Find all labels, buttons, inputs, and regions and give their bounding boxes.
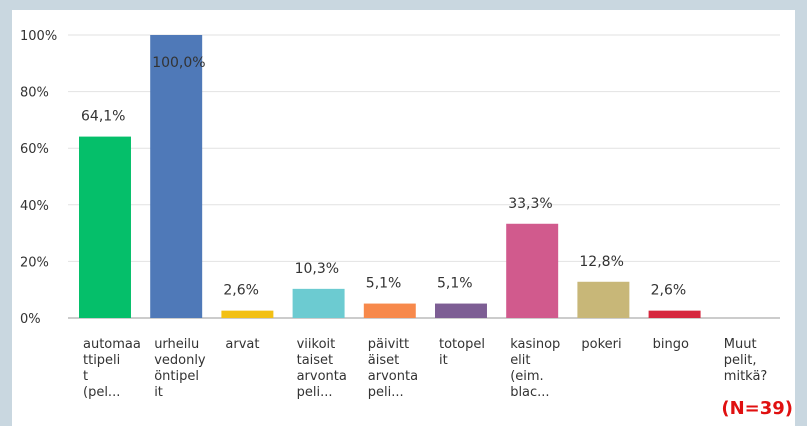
value-label: 64,1%	[81, 109, 125, 125]
bar	[506, 223, 559, 318]
x-tick-label: kasinop elit (eim. blac...	[510, 337, 560, 400]
x-tick-label: päivitt äiset arvonta peli...	[368, 337, 418, 400]
x-tick-label: totopel it	[439, 337, 485, 368]
bar	[221, 310, 274, 318]
value-label: 12,8%	[579, 254, 623, 270]
bar	[577, 281, 630, 318]
x-tick-label: arvat	[225, 337, 259, 352]
bar	[435, 303, 487, 318]
bar	[648, 310, 701, 318]
y-tick-label: 40%	[20, 199, 49, 214]
y-tick-label: 80%	[20, 86, 49, 101]
value-label: 33,3%	[508, 196, 552, 212]
value-label: 5,1%	[366, 276, 402, 292]
bar	[79, 136, 131, 318]
y-tick-label: 60%	[20, 142, 49, 157]
value-label: 10,3%	[295, 261, 339, 277]
y-tick-label: 20%	[20, 255, 49, 270]
bar	[363, 303, 416, 318]
x-tick-label: viikoit taiset arvonta peli...	[297, 337, 347, 400]
bar	[150, 35, 203, 318]
x-tick-label: urheilu vedonly öntipel it	[154, 337, 206, 400]
bar	[292, 288, 345, 318]
annotation: (N=39)	[721, 398, 793, 419]
y-tick-label: 0%	[20, 312, 41, 327]
value-label: 2,6%	[223, 283, 259, 299]
x-tick-label: automaa ttipeli t (pel...	[83, 337, 141, 400]
y-tick-label: 100%	[20, 29, 57, 44]
x-tick-label: pokeri	[581, 337, 621, 352]
value-label: 5,1%	[437, 276, 473, 292]
x-tick-label: bingo	[653, 337, 689, 352]
panel	[12, 10, 795, 426]
value-label: 2,6%	[651, 283, 687, 299]
x-tick-label: Muut pelit, mitkä?	[724, 337, 768, 384]
value-label: 100,0%	[152, 55, 205, 71]
